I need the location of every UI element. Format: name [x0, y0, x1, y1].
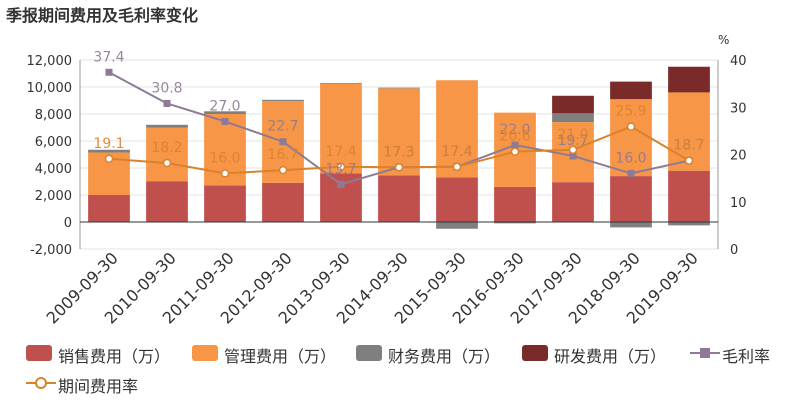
data-label: 18.2: [151, 140, 182, 156]
point: [684, 156, 694, 165]
y-left-tick-label: 10,000: [27, 81, 73, 96]
bar: [88, 195, 130, 222]
data-label: 13.7: [325, 161, 356, 177]
data-label: 22.7: [267, 119, 298, 135]
data-label: 17.4: [325, 144, 356, 160]
expense-ratio-marker-icon: [26, 377, 56, 389]
data-label: 17.3: [383, 144, 414, 160]
bar: [436, 222, 478, 229]
bar: [552, 113, 594, 123]
y-left-tick-label: 12,000: [27, 54, 73, 69]
bar: [668, 222, 710, 226]
y-left-tick-label: 2,000: [35, 189, 72, 204]
bar: [146, 181, 188, 222]
point: [279, 138, 287, 146]
bar: [494, 186, 536, 222]
bar: [552, 95, 594, 114]
legend-swatch-sales: [26, 345, 52, 361]
bar: [436, 177, 478, 222]
legend-swatch-rd: [522, 345, 548, 361]
legend-swatch-admin: [192, 345, 218, 361]
point: [104, 154, 114, 164]
bar: [494, 222, 536, 224]
y-left-tick-label: 4,000: [35, 162, 72, 177]
point: [336, 162, 346, 172]
bar: [668, 170, 710, 222]
y-left-tick-label: 8,000: [35, 108, 72, 123]
bar: [610, 99, 652, 177]
data-label: 37.4: [93, 49, 124, 65]
point: [626, 122, 636, 131]
data-label: 16.0: [209, 150, 240, 166]
bar: [88, 149, 130, 153]
data-label: 21.0: [557, 127, 588, 143]
bar: [320, 83, 362, 174]
bar: [610, 176, 652, 222]
data-label: 25.9: [615, 104, 646, 120]
data-label: 18.7: [673, 138, 704, 154]
data-label: 18.7: [673, 138, 704, 154]
data-label: 20.6: [499, 129, 530, 145]
point: [627, 169, 635, 177]
data-label: 17.4: [441, 144, 472, 160]
bar: [378, 87, 420, 89]
data-label: 17.3: [383, 144, 414, 160]
bar: [610, 222, 652, 228]
bar: [146, 127, 188, 182]
bar: [262, 182, 304, 222]
point: [278, 165, 288, 175]
data-label: 27.0: [209, 98, 240, 114]
bar: [204, 185, 246, 222]
bar: [320, 82, 362, 84]
legend-label: 研发费用（万）: [554, 347, 667, 366]
legend-swatch-finance: [356, 345, 382, 361]
data-label: 17.4: [441, 144, 472, 160]
chart-title: 季报期间费用及毛利率变化: [6, 6, 199, 25]
bar: [262, 99, 304, 102]
y-right-unit-label: %: [718, 33, 729, 47]
y-left-tick-label: 0: [64, 216, 72, 231]
y-right-tick-label: 0: [730, 243, 738, 258]
point: [394, 163, 404, 172]
point: [163, 99, 171, 107]
data-label: 16.0: [615, 150, 646, 166]
bar: [146, 124, 188, 128]
data-label: 30.8: [151, 80, 182, 96]
data-label: 16.7: [267, 147, 298, 163]
bar: [378, 175, 420, 222]
bar: [668, 66, 710, 93]
data-label: 22.0: [499, 122, 530, 138]
data-labels: 37.4 30.8 27.0 22.7 13.7 17.3 17.4 22.0 19.7 16.0…: [93, 49, 704, 177]
y-left-tick-label: -2,000: [30, 243, 72, 258]
y-right-tick-label: 20: [730, 149, 747, 164]
data-label: 19.1: [93, 136, 124, 152]
point: [337, 180, 345, 188]
point: [510, 147, 520, 156]
bar: [610, 81, 652, 100]
y-right-tick-label: 10: [730, 196, 747, 211]
gross-margin-marker-icon: [690, 348, 720, 358]
y-left-tick-label: 6,000: [35, 135, 72, 150]
bar: [552, 182, 594, 222]
legend-label: 毛利率: [722, 347, 771, 366]
legend-label: 期间费用率: [58, 377, 139, 396]
y-right-tick-label: 30: [730, 101, 747, 116]
point: [452, 162, 462, 172]
bar: [204, 111, 246, 114]
point: [162, 158, 172, 168]
point: [568, 145, 578, 155]
bar: [378, 88, 420, 176]
data-label: 19.7: [557, 133, 588, 149]
legend-label: 财务费用（万）: [388, 347, 501, 366]
point: [221, 117, 229, 125]
point: [569, 152, 577, 160]
point: [220, 169, 230, 178]
y-right-tick-label: 40: [730, 54, 747, 69]
legend-label: 销售费用（万）: [58, 347, 171, 366]
lines: [104, 68, 694, 188]
point: [511, 141, 519, 149]
point: [105, 68, 113, 76]
legend-label: 管理费用（万）: [224, 347, 337, 366]
